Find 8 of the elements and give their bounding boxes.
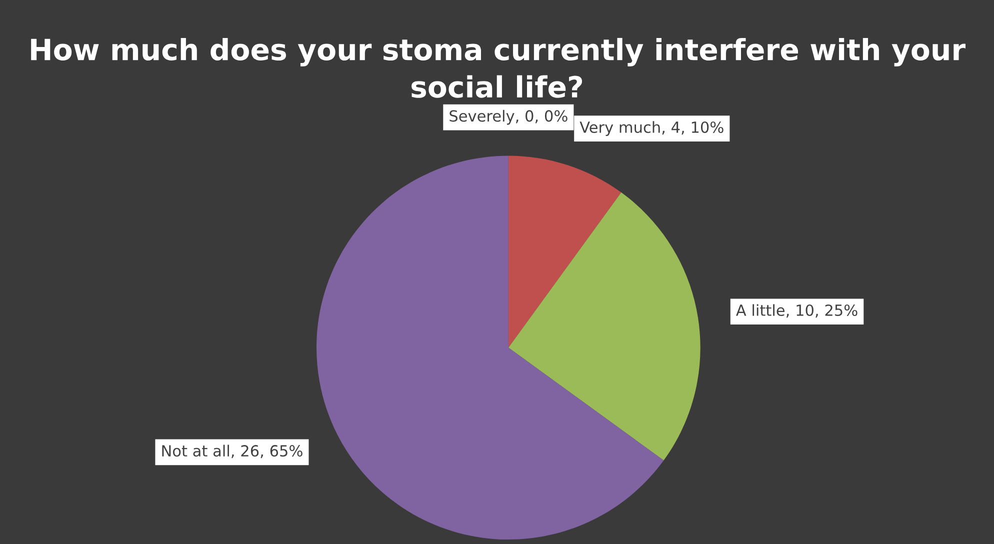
pie-slice	[508, 192, 700, 460]
pie-slice	[316, 156, 664, 540]
chart-title: How much does your stoma currently interfere with your social life?	[31, 38, 966, 98]
slice-label: A little, 10, 25%	[736, 304, 858, 318]
slice-label: Very much, 4, 10%	[580, 121, 724, 136]
slice-label: Not at all, 26, 65%	[162, 444, 302, 458]
pie-slice	[508, 156, 622, 348]
category-label: Severely, 0, 0%	[450, 110, 568, 125]
